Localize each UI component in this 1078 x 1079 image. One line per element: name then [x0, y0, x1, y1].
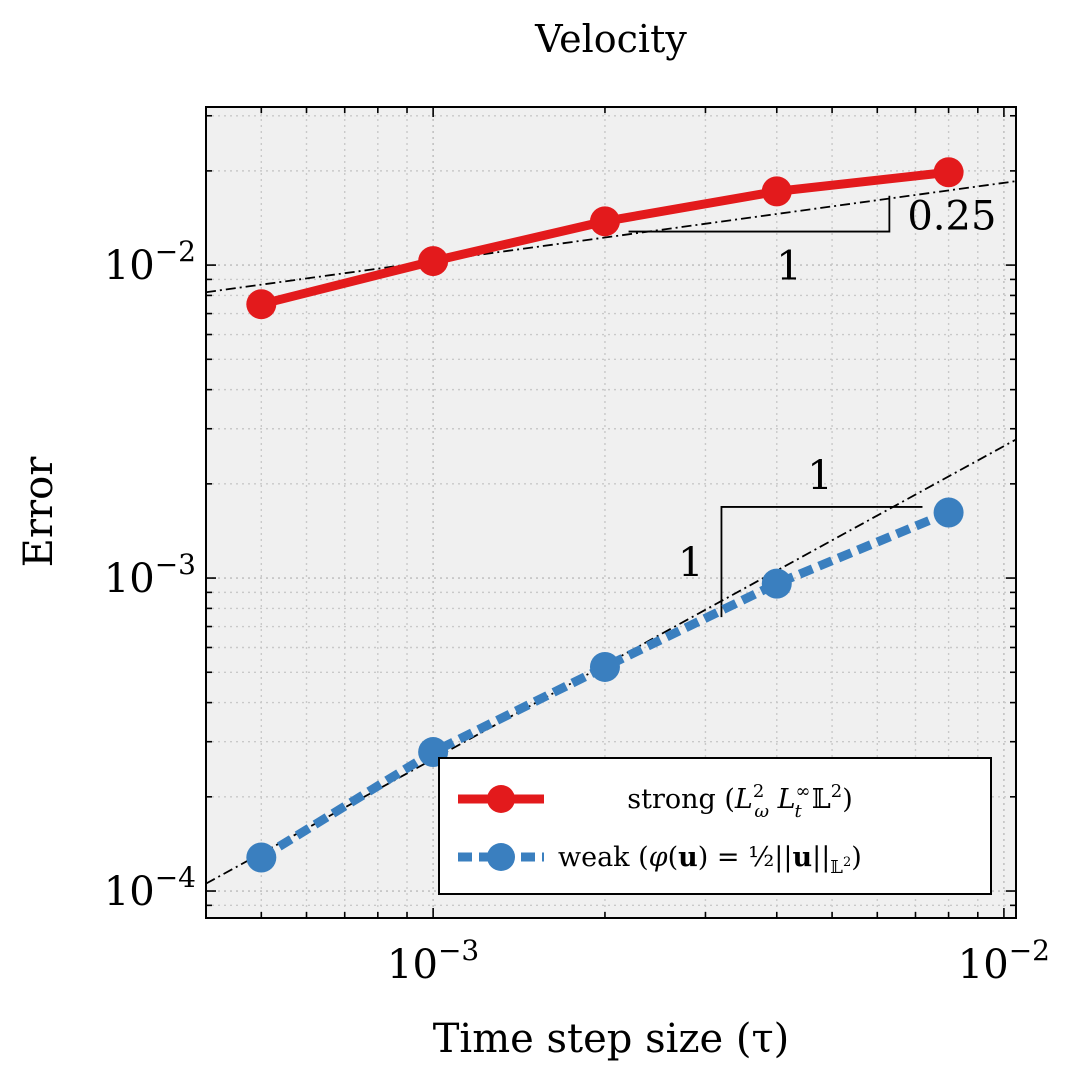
x-tick-label: 10−3: [387, 934, 479, 988]
strong-series-point: [589, 206, 620, 237]
y-axis-label: Error: [16, 456, 62, 568]
plot-frame: [205, 106, 1017, 919]
y-tick-label: 10−3: [104, 548, 196, 602]
legend-strong-marker: [487, 785, 515, 813]
weak-series-line: [258, 508, 951, 862]
y-tick-exponent: −4: [155, 861, 196, 894]
strong-series-point: [418, 246, 449, 277]
data-series: [246, 157, 964, 873]
legend: strong (L2 ω L∞ t 𝕃2) weak (φ(u) = ½||u||𝕃2…: [438, 757, 992, 895]
legend-weak-marker: [487, 843, 515, 871]
slope-rise-label: 0.25: [907, 194, 996, 240]
weak-series-point: [246, 842, 277, 873]
y-tick-exponent: −3: [155, 548, 196, 581]
strong-series-point: [761, 176, 792, 207]
legend-weak-label: weak (φ(u) = ½||u||𝕃2): [558, 842, 862, 878]
slope-triangle: [720, 506, 923, 618]
reference-line: [205, 180, 1017, 294]
x-tick-exponent: −3: [438, 934, 479, 967]
reference-lines: 1 0.25 1 1: [205, 180, 1017, 885]
x-axis-label: Time step size (τ): [433, 1016, 790, 1062]
strong-series-point: [933, 157, 964, 188]
weak-series-point: [589, 651, 620, 682]
slope-rise-label: 1: [678, 540, 703, 586]
slope-run-label: 1: [776, 244, 801, 290]
y-tick-label: 10−2: [104, 235, 196, 289]
chart-title: Velocity: [534, 17, 687, 61]
weak-series-point: [761, 568, 792, 599]
slope-run-label: 1: [807, 453, 832, 499]
strong-series-point: [246, 289, 277, 320]
y-tick-label: 10−4: [104, 861, 196, 915]
y-tick-exponent: −2: [155, 235, 196, 268]
legend-strong-label: strong (L2 ω L∞ t 𝕃2): [627, 781, 853, 822]
weak-series-point: [933, 497, 964, 528]
x-tick-label: 10−2: [958, 934, 1050, 988]
legend-box: [438, 757, 992, 895]
slope-triangle: [628, 195, 891, 233]
axis-ticks: 10−3 10−2 10−4 10−3 10−2: [104, 107, 1050, 988]
x-tick-exponent: −2: [1009, 934, 1050, 967]
